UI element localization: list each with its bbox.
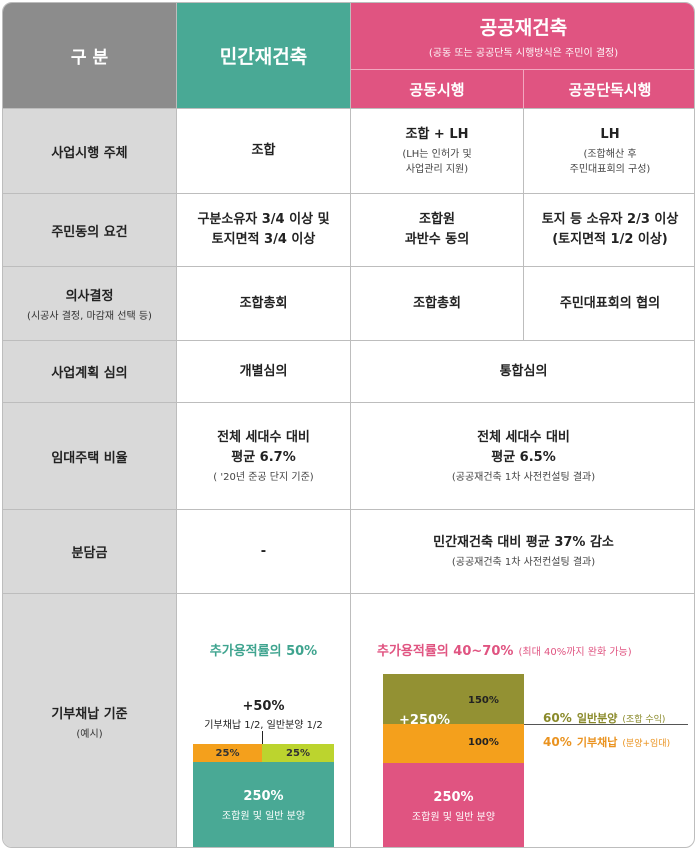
donation-public-title: 추가용적률의 40~70% [377, 644, 514, 659]
row-label-rental: 임대주택 비율 [3, 403, 176, 509]
row-label-consent: 주민동의 요건 [3, 194, 176, 266]
burden-public: 민간재건축 대비 평균 37% 감소 (공공재건축 1차 사전컨설팅 결과) [433, 535, 614, 568]
decision-joint: 조합총회 [413, 295, 461, 311]
donation-public-top-pct: 150% [468, 695, 499, 706]
header-sole-label: 공공단독시행 [568, 80, 652, 99]
operator-private: 조합 [251, 143, 276, 158]
row-label-operator: 사업시행 주체 [3, 109, 176, 193]
header-joint-label: 공동시행 [409, 80, 465, 99]
header-category: 구 분 [3, 3, 176, 108]
header-private: 민간재건축 [177, 3, 350, 108]
header-public-note: (공동 또는 공공단독 시행방식은 주민이 결정) [428, 48, 619, 59]
donation-private-plus: +50% [242, 699, 285, 714]
donation-public-legend-1: 60% 일반분양 (조합 수익) [543, 711, 666, 725]
decision-private: 조합총회 [239, 295, 288, 311]
header-joint: 공동시행 [351, 70, 523, 108]
donation-private-bar-base: 250% 조합원 및 일반 분양 [193, 762, 334, 847]
rental-private: 전체 세대수 대비 평균 6.7% ( '20년 준공 단지 기준) [213, 429, 314, 483]
donation-private-plus-sub: 기부채납 1/2, 일반분양 1/2 [204, 720, 323, 731]
header-category-label: 구 분 [70, 48, 109, 68]
header-public-label: 공공재건축 [479, 17, 568, 39]
header-private-label: 민간재건축 [219, 46, 308, 68]
decision-sole: 주민대표회의 협의 [559, 295, 661, 311]
review-private: 개별심의 [239, 363, 288, 379]
donation-private-pointer [262, 731, 263, 753]
donation-public-mid-pct: 100% [468, 737, 499, 748]
donation-public-title-note: (최대 40%까지 완화 가능) [518, 647, 632, 658]
row-label-donation: 기부채납 기준 (예시) [3, 594, 176, 847]
review-public: 통합심의 [499, 363, 548, 379]
row-label-decision: 의사결정 (시공사 결정, 마감재 선택 등) [3, 267, 176, 340]
operator-sole: LH (조합해산 후 주민대표회의 구성) [569, 127, 651, 175]
row-label-review: 사업계획 심의 [3, 341, 176, 402]
operator-joint: 조합 + LH (LH는 인허가 및 사업관리 지원) [402, 127, 472, 175]
donation-private-title: 추가용적률의 50% [209, 644, 318, 659]
donation-public-bar-orange [383, 724, 524, 763]
donation-public-bar-olive [383, 674, 524, 724]
donation-public-legend-2: 40% 기부채납 (분양+임대) [543, 735, 671, 749]
donation-private-bar-orange: 25% [193, 744, 262, 762]
burden-private: - [260, 543, 267, 559]
consent-joint: 조합원 과반수 동의 [404, 212, 470, 247]
header-sole: 공공단독시행 [524, 70, 694, 108]
donation-public-title-wrap: 추가용적률의 40~70% (최대 40%까지 완화 가능) [377, 640, 694, 659]
donation-public-plus: +250% [399, 713, 451, 728]
donation-public-divider [524, 724, 688, 725]
header-public: 공공재건축 (공동 또는 공공단독 시행방식은 주민이 결정) [351, 3, 694, 69]
consent-private: 구분소유자 3/4 이상 및 토지면적 3/4 이상 [197, 212, 330, 247]
rental-public: 전체 세대수 대비 평균 6.5% (공공재건축 1차 사전컨설팅 결과) [451, 429, 596, 483]
donation-public-bar-base: 250% 조합원 및 일반 분양 [383, 763, 524, 847]
row-label-burden: 분담금 [3, 510, 176, 593]
donation-private-bar-lime: 25% [262, 744, 334, 762]
consent-sole: 토지 등 소유자 2/3 이상 (토지면적 1/2 이상) [541, 212, 679, 247]
